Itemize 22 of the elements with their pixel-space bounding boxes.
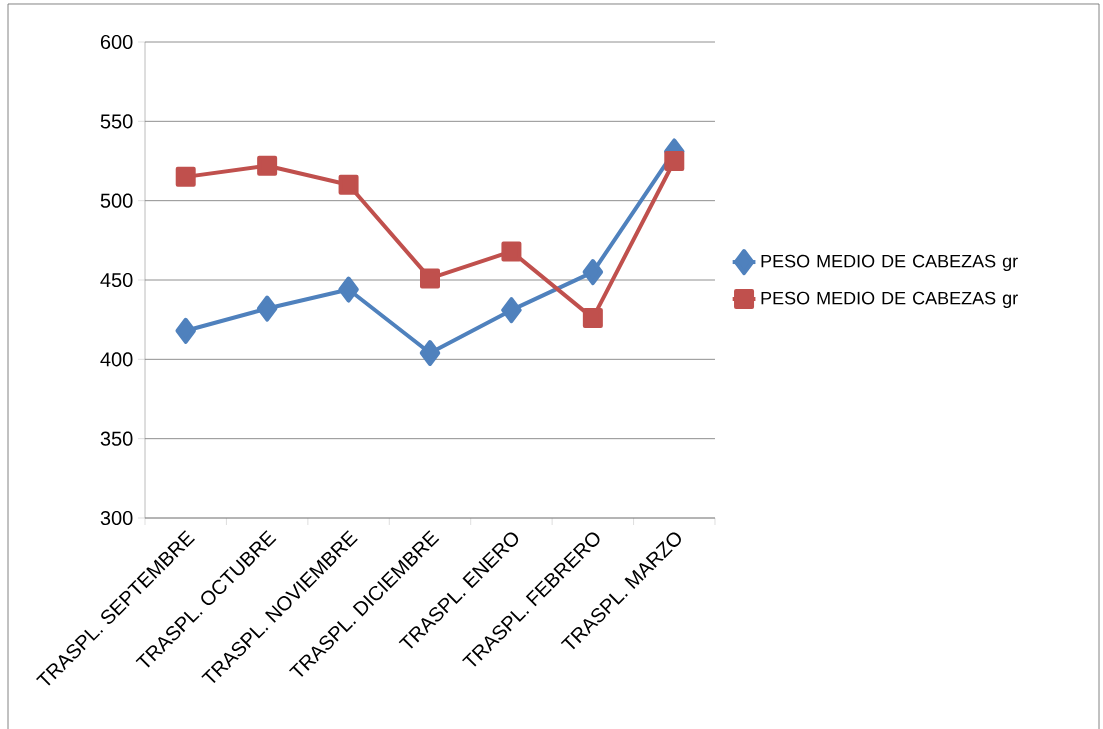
y-tick-label: 500: [100, 193, 133, 208]
point: [501, 241, 522, 262]
y-tick-label: 300: [100, 510, 133, 526]
point: [175, 166, 196, 187]
point: [175, 317, 196, 344]
point: [256, 295, 278, 322]
point: [338, 174, 359, 195]
point: [582, 259, 604, 286]
point: [419, 339, 441, 366]
point: [664, 151, 685, 171]
point: [501, 297, 522, 324]
point: [420, 268, 440, 289]
y-tick-label: 350: [100, 431, 133, 446]
y-tick-label: 600: [100, 34, 133, 50]
point: [582, 308, 603, 329]
legend-label: PESO MEDIO DE CABEZAS gr: [761, 254, 1018, 272]
point: [257, 155, 278, 176]
y-tick-label: 400: [100, 352, 133, 367]
y-tick-label: 450: [100, 272, 133, 288]
legend-label: PESO MEDIO DE CABEZAS gr: [761, 291, 1018, 309]
point: [338, 276, 359, 303]
y-tick-label: 550: [100, 114, 133, 129]
